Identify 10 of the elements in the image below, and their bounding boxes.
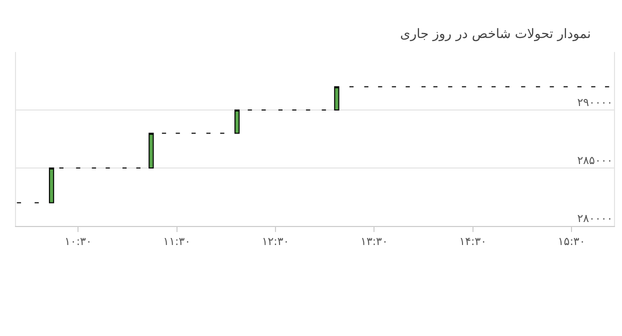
x-tick-label: ۱۵:۳۰ (558, 235, 586, 248)
y-tick-label: ۲۸۰۰۰۰ (577, 212, 613, 226)
x-tick-label: ۱۰:۳۰ (64, 235, 92, 248)
x-tick-label: ۱۱:۳۰ (163, 235, 191, 248)
y-tick-label: ۲۹۰۰۰۰ (577, 96, 613, 110)
y-tick-label: ۲۸۵۰۰۰ (577, 154, 613, 168)
x-tick-label: ۱۴:۳۰ (459, 235, 487, 248)
x-tick-label: ۱۳:۳۰ (360, 235, 388, 248)
x-tick-label: ۱۲:۳۰ (262, 235, 290, 248)
chart-title: نمودار تحولات شاخص در روز جاری (400, 27, 591, 42)
